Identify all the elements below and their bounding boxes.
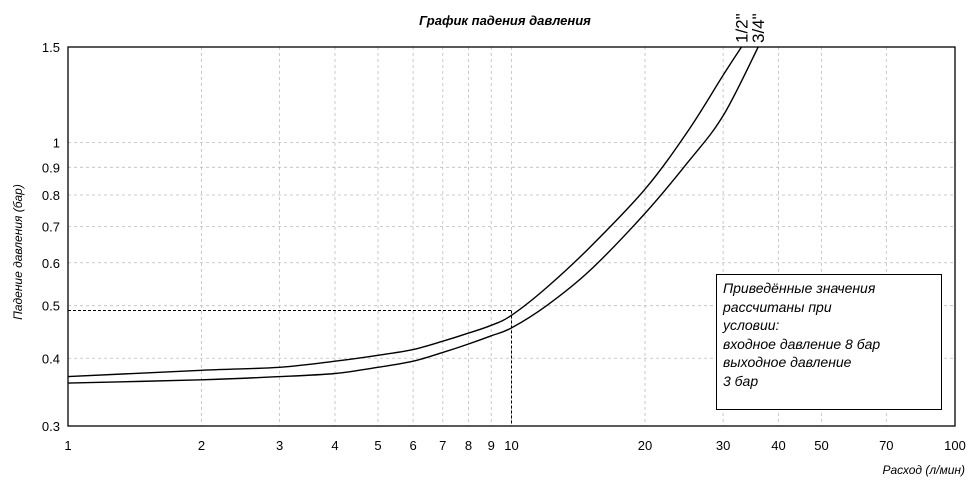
note-line: выходное давление (723, 354, 852, 370)
x-tick-label: 30 (716, 438, 730, 453)
series-line (67, 46, 759, 384)
x-tick-labels: 1 2 3 4 5 6 7 8 9 10 20 30 40 50 70 100 (64, 438, 965, 453)
x-tick-label: 3 (276, 438, 283, 453)
x-tick-label: 9 (488, 438, 495, 453)
y-tick-labels: 0.3 0.4 0.5 0.6 0.7 0.8 0.9 1 1.5 (42, 40, 60, 434)
x-tick-label: 10 (504, 438, 518, 453)
x-tick-label: 6 (409, 438, 416, 453)
y-tick-label: 0.5 (42, 299, 60, 314)
y-tick-label: 0.9 (42, 160, 60, 175)
x-tick-label: 70 (879, 438, 893, 453)
x-tick-label: 7 (439, 438, 446, 453)
y-axis-label: Падение давления (бар) (11, 184, 25, 320)
series-label: 1/2" (733, 13, 752, 43)
chart-title: График падения давления (419, 13, 591, 28)
x-axis-label: Расход (л/мин) (882, 463, 965, 477)
x-tick-label: 8 (465, 438, 472, 453)
note-line: 3 бар (723, 372, 759, 389)
x-tick-label: 50 (814, 438, 828, 453)
note-line: условии: (723, 317, 780, 333)
y-tick-label: 1.5 (42, 40, 60, 55)
y-tick-label: 0.6 (42, 256, 60, 271)
y-tick-label: 0.4 (42, 351, 60, 366)
y-tick-label: 0.3 (42, 419, 60, 434)
y-tick-label: 0.8 (42, 188, 60, 203)
x-tick-label: 100 (944, 438, 966, 453)
note-line: входное давление 8 бар (723, 335, 881, 352)
series-label: 3/4" (749, 13, 768, 43)
note-line: Приведённые значения (723, 280, 876, 296)
note-line: рассчитаны при (723, 298, 832, 315)
series-lines (67, 46, 759, 384)
x-tick-label: 4 (331, 438, 338, 453)
plot-frame (67, 46, 956, 427)
reference-lines (68, 309, 512, 426)
x-tick-label: 20 (638, 438, 652, 453)
x-tick-label: 1 (64, 438, 71, 453)
series-labels: 1/2"3/4" (733, 13, 769, 43)
x-tick-label: 2 (198, 438, 205, 453)
x-tick-label: 5 (374, 438, 381, 453)
y-tick-label: 0.7 (42, 219, 60, 234)
conditions-note: Приведённые значения рассчитаны при усло… (716, 274, 942, 410)
series-line (67, 46, 743, 378)
x-tick-label: 40 (771, 438, 785, 453)
y-tick-label: 1 (53, 135, 60, 150)
